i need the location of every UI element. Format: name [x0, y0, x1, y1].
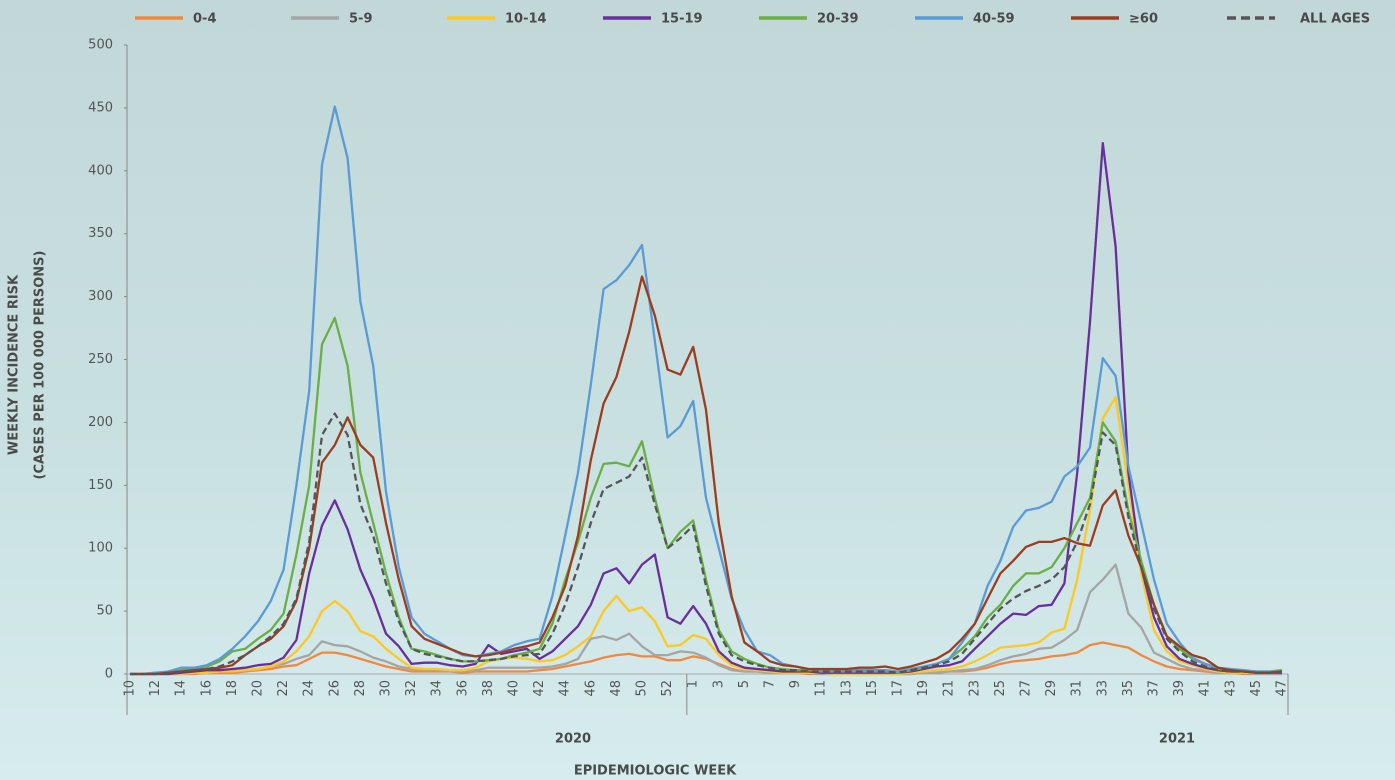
- x-axis-title: EPIDEMIOLOGIC WEEK: [574, 764, 737, 779]
- x-tick-label: 29: [1044, 680, 1059, 697]
- legend-label: 40-59: [973, 12, 1015, 27]
- x-tick-label: 25: [993, 680, 1008, 697]
- x-tick-label: 1: [686, 680, 701, 688]
- x-tick-label: 10: [123, 680, 138, 697]
- y-tick-label: 500: [88, 38, 113, 53]
- x-tick-label: 12: [148, 680, 163, 697]
- x-tick-label: 7: [763, 680, 778, 688]
- x-tick-label: 47: [1275, 680, 1290, 697]
- legend-label: 20-39: [817, 12, 859, 27]
- x-tick-label: 42: [532, 680, 547, 697]
- x-tick-label: 23: [967, 680, 982, 697]
- x-tick-label: 9: [788, 680, 803, 688]
- x-tick-label: 24: [302, 680, 317, 697]
- x-tick-label: 22: [276, 680, 291, 697]
- x-tick-label: 26: [327, 680, 342, 697]
- series-line: [130, 105, 1282, 676]
- y-tick-label: 300: [88, 289, 113, 304]
- series-line: [130, 141, 1282, 676]
- x-tick-label: 34: [430, 680, 445, 697]
- y-tick-label: 350: [88, 226, 113, 241]
- x-tick-label: 5: [737, 680, 752, 688]
- x-tick-label: 48: [609, 680, 624, 697]
- x-tick-label: 17: [891, 680, 906, 697]
- x-tick-label: 37: [1147, 680, 1162, 697]
- legend-label: 5-9: [349, 12, 373, 27]
- x-tick-label: 3: [711, 680, 726, 688]
- legend-label: ≥60: [1129, 12, 1158, 27]
- x-tick-label: 40: [507, 680, 522, 697]
- x-tick-label: 33: [1095, 680, 1110, 697]
- x-tick-label: 45: [1249, 680, 1264, 697]
- x-tick-label: 11: [814, 680, 829, 697]
- series-line: [130, 275, 1283, 676]
- x-tick-label: 43: [1223, 680, 1238, 697]
- x-tick-label: 15: [865, 680, 880, 697]
- y-tick-label: 0: [105, 667, 113, 682]
- x-tick-label: 27: [1019, 680, 1034, 697]
- x-tick-label: 46: [583, 680, 598, 697]
- legend-label: 0-4: [193, 12, 217, 27]
- year-label: 2020: [555, 732, 591, 747]
- x-tick-label: 50: [635, 680, 650, 697]
- x-tick-label: 35: [1121, 680, 1136, 697]
- legend-label: 10-14: [505, 12, 547, 27]
- x-tick-label: 19: [916, 680, 931, 697]
- x-tick-label: 38: [481, 680, 496, 697]
- y-tick-label: 400: [88, 163, 113, 178]
- x-tick-label: 30: [379, 680, 394, 697]
- x-tick-label: 31: [1070, 680, 1085, 697]
- y-axis-subtitle: (CASES PER 100 000 PERSONS): [33, 251, 48, 480]
- y-axis-title: WEEKLY INCIDENCE RISK: [7, 274, 22, 455]
- y-tick-label: 150: [88, 478, 113, 493]
- x-tick-label: 20: [251, 680, 266, 697]
- legend-label: 15-19: [661, 12, 703, 27]
- y-tick-label: 250: [88, 352, 113, 367]
- series-line: [130, 563, 1282, 676]
- y-tick-label: 200: [88, 415, 113, 430]
- x-tick-label: 39: [1172, 680, 1187, 697]
- x-tick-label: 28: [353, 680, 368, 697]
- series-line: [130, 412, 1283, 676]
- x-tick-label: 14: [174, 680, 189, 697]
- y-tick-label: 450: [88, 100, 113, 115]
- year-label: 2021: [1159, 732, 1195, 747]
- x-tick-label: 41: [1198, 680, 1213, 697]
- x-tick-label: 21: [942, 680, 957, 697]
- x-tick-label: 36: [455, 680, 470, 697]
- series-line: [130, 396, 1282, 676]
- y-tick-label: 50: [96, 604, 113, 619]
- x-tick-label: 13: [839, 680, 854, 697]
- x-tick-label: 32: [404, 680, 419, 697]
- x-tick-label: 16: [199, 680, 214, 697]
- x-tick-label: 18: [225, 680, 240, 697]
- x-tick-label: 52: [660, 680, 675, 697]
- legend-label: ALL AGES: [1300, 12, 1370, 27]
- x-tick-label: 44: [558, 680, 573, 697]
- y-tick-label: 100: [88, 541, 113, 556]
